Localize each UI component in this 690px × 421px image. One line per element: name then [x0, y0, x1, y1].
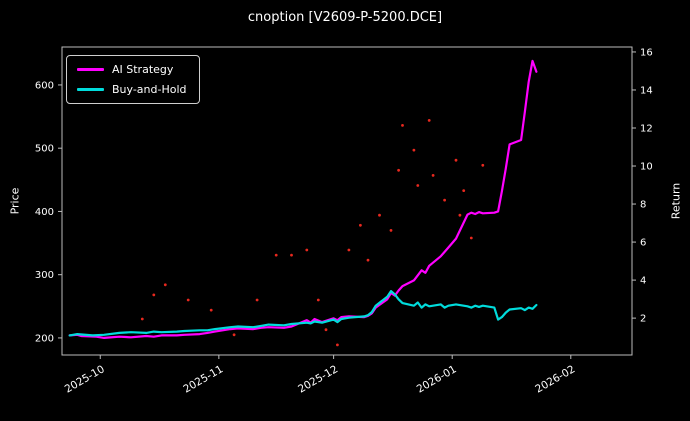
y-axis-left-ticks: 200 300 400 500 600: [35, 80, 62, 344]
x-axis-ticks: 2025-10 2025-11 2025-12 2026-01 2026-02: [63, 355, 577, 396]
chart-title: cnoption [V2609-P-5200.DCE]: [247, 10, 443, 25]
legend-item-buy-and-hold: Buy-and-Hold: [77, 83, 187, 96]
y-tick-label-right: 12: [640, 123, 653, 134]
y-tick-label-left: 200: [35, 333, 54, 344]
y-tick-label-right: 8: [640, 200, 646, 211]
x-tick-label: 2026-01: [415, 363, 459, 395]
x-tick-label: 2025-10: [63, 363, 107, 395]
legend-item-ai-strategy: AI Strategy: [77, 63, 187, 76]
y-tick-label-left: 400: [35, 207, 54, 218]
series-line-buy-and-hold: [68, 290, 538, 337]
y-tick-label-left: 500: [35, 144, 54, 155]
y-tick-label-left: 600: [35, 80, 54, 91]
plot-frame: [61, 46, 633, 356]
legend-label-buy-and-hold: Buy-and-Hold: [112, 83, 187, 96]
scatter-signal-dots: [140, 119, 485, 347]
y-tick-label-left: 300: [35, 270, 54, 281]
legend: AI Strategy Buy-and-Hold: [66, 55, 200, 104]
x-tick-label: 2026-02: [533, 363, 577, 395]
buy-and-hold-line-icon: [77, 88, 104, 91]
ai-strategy-line-icon: [77, 68, 104, 71]
legend-label-ai-strategy: AI Strategy: [112, 63, 174, 76]
y-tick-label-right: 10: [640, 162, 653, 173]
x-tick-label: 2025-12: [296, 363, 340, 395]
y-tick-label-right: 14: [640, 85, 653, 96]
y-tick-label-right: 16: [640, 47, 653, 58]
y-axis-right-ticks: 2 4 6 8 10 12 14 16: [632, 47, 653, 325]
y-tick-label-right: 4: [640, 276, 646, 287]
y-tick-label-right: 2: [640, 314, 646, 325]
y-tick-label-right: 6: [640, 238, 646, 249]
x-tick-label: 2025-11: [181, 363, 225, 395]
